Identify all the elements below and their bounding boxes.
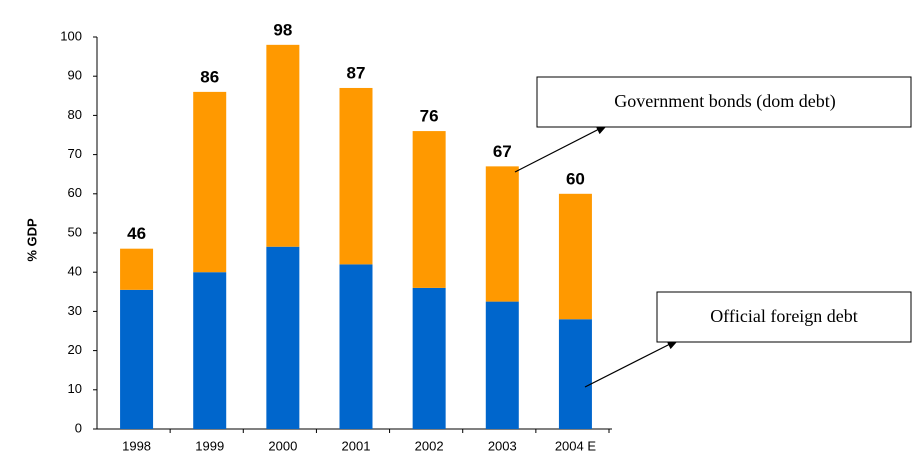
x-tick-label: 2003 [488, 438, 517, 453]
arrow [514, 124, 609, 173]
bar-segment [266, 246, 300, 429]
total-label: 46 [127, 224, 146, 243]
x-tick-label: 2001 [342, 438, 371, 453]
bar-segment [412, 287, 446, 429]
y-axis-label: % GDP [24, 218, 39, 262]
y-tick-label: 0 [75, 420, 82, 435]
x-tick-label: 1998 [122, 438, 151, 453]
bar-segment [339, 87, 373, 265]
y-tick-label: 60 [68, 185, 82, 200]
bar-segment [339, 264, 373, 429]
annotation: Government bonds (dom debt) [614, 91, 835, 112]
y-tick-label: 50 [68, 224, 82, 239]
bar-segment [266, 44, 300, 247]
arrow [584, 339, 680, 388]
y-tick-label: 100 [60, 28, 82, 43]
y-tick-label: 10 [68, 381, 82, 396]
bar-segment [558, 319, 592, 429]
bar-segment [485, 301, 519, 429]
y-tick-label: 40 [68, 264, 82, 279]
annotation: Official foreign debt [710, 306, 858, 326]
x-tick-label: 1999 [195, 438, 224, 453]
total-label: 98 [273, 20, 292, 39]
total-label: 76 [420, 107, 439, 126]
y-tick-label: 80 [68, 107, 82, 122]
total-label: 86 [200, 67, 219, 86]
y-tick-label: 20 [68, 342, 82, 357]
annotation-box [656, 291, 912, 343]
bar-segment [193, 272, 227, 429]
y-tick-label: 30 [68, 303, 82, 318]
x-tick-label: 2000 [268, 438, 297, 453]
total-label: 87 [347, 63, 366, 82]
bar-segment [558, 193, 592, 320]
y-tick-label: 90 [68, 68, 82, 83]
bar-segment [193, 91, 227, 273]
bar-segment [120, 248, 154, 290]
total-label: 67 [493, 142, 512, 161]
bar-segment [412, 131, 446, 288]
total-label: 60 [566, 169, 585, 188]
y-tick-label: 70 [68, 146, 82, 161]
bar-segment [485, 166, 519, 302]
x-tick-label: 2002 [415, 438, 444, 453]
bar-segment [120, 289, 154, 429]
annotation-box [536, 76, 912, 128]
x-tick-label: 2004 E [555, 438, 597, 453]
